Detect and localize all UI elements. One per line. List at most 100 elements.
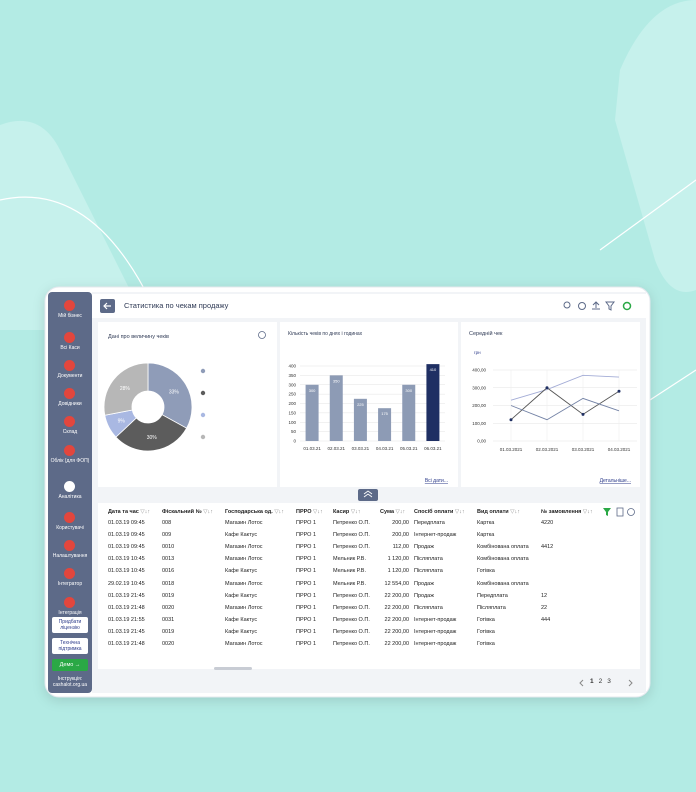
y-tick-label: 0,00 xyxy=(477,439,486,444)
table-cell: Магазин Лотос xyxy=(225,641,263,647)
table-cell: Магазин Лотос xyxy=(225,556,263,563)
table-cell: Продаж xyxy=(414,544,434,551)
demo-button[interactable]: Демо → xyxy=(52,659,88,671)
nav-icon xyxy=(64,568,75,579)
x-tick-label: 01.03.21 xyxy=(303,446,321,451)
table-cell: 0018 xyxy=(162,580,175,587)
x-tick-label: 03.03.2021 xyxy=(572,447,595,452)
table-cell: Готівка xyxy=(477,616,495,623)
table-cell: 0016 xyxy=(162,568,175,575)
table-cell: 01.03.19 10:45 xyxy=(108,568,145,575)
table-cell: Передплата xyxy=(477,592,508,599)
table-cell: ПРРО 1 xyxy=(296,616,317,623)
column-header[interactable]: Спосіб оплати ▽↓↑ xyxy=(414,509,465,515)
chart-title: Кількість чеків по днях і годинах xyxy=(288,331,363,337)
nav-item[interactable]: Документи xyxy=(57,373,83,379)
table-cell: Мельник Р.В. xyxy=(333,580,366,587)
y-tick-label: 300 xyxy=(288,382,296,387)
nav-item[interactable]: Налаштування xyxy=(52,553,88,559)
table-cell: Магазин Лотос xyxy=(225,544,263,551)
table-cell: ПРРО 1 xyxy=(296,532,317,539)
table-cell: Післяплата xyxy=(414,556,443,563)
nav-icon xyxy=(64,360,75,371)
y-tick-label: 150 xyxy=(288,410,296,415)
chart-title: Дані про величину чеків xyxy=(108,334,169,340)
nav-icon xyxy=(64,597,75,608)
sort-filter-icon: ▽↓↑ xyxy=(453,509,465,515)
sort-filter-icon: ▽↓↑ xyxy=(581,509,593,515)
nav-icon xyxy=(64,445,75,456)
table-cell: Готівка xyxy=(477,641,495,647)
x-tick-label: 04.03.2021 xyxy=(608,447,631,452)
bar-value: 300 xyxy=(309,388,316,393)
column-title: Дата та час xyxy=(108,509,139,515)
table-cell: Кафе Кактус xyxy=(225,616,258,623)
bar-value: 175 xyxy=(381,411,388,416)
table-cell: Післяплата xyxy=(477,604,506,611)
y-tick-label: 200,00 xyxy=(472,403,486,408)
x-tick-label: 02.03.2021 xyxy=(536,447,559,452)
table-cell: 4220 xyxy=(541,520,554,526)
guide-link[interactable]: Інструкція: cashalot.org.ua xyxy=(52,676,88,688)
table-cell: 01.03.19 21:55 xyxy=(108,616,145,623)
nav-item[interactable]: Довідники xyxy=(58,401,82,407)
column-header[interactable]: Фіскальний № ▽↓↑ xyxy=(162,509,213,515)
sidebar: Мій бізнес Всі Каси Документи Довідники Скла… xyxy=(48,292,92,693)
x-tick-label: 01.03.2021 xyxy=(500,447,523,452)
point xyxy=(545,386,549,390)
legend-swatch xyxy=(200,390,206,396)
y-tick-label: 400,00 xyxy=(472,368,486,373)
details-link: Всі дати... xyxy=(425,478,448,484)
table-cell: 200,00 xyxy=(392,520,409,526)
table-cell: 008 xyxy=(162,520,172,526)
x-tick-label: 02.03.21 xyxy=(327,446,345,451)
column-header[interactable]: № замовлення ▽↓↑ xyxy=(541,509,593,515)
sort-filter-icon: ▽↓↑ xyxy=(138,509,151,515)
table-cell: 1 120,00 xyxy=(387,568,409,575)
table-cell: 22 200,00 xyxy=(384,616,409,623)
column-header[interactable]: Господарська од. ▽↓↑ xyxy=(225,509,284,515)
table-cell: 0013 xyxy=(162,556,175,563)
table-cell: 22 200,00 xyxy=(384,628,409,635)
nav-item[interactable]: Всі Каси xyxy=(60,345,80,351)
table-cell: ПРРО 1 xyxy=(296,641,317,647)
nav-item[interactable]: Інтеграція xyxy=(58,610,82,616)
table-cell: ПРРО 1 xyxy=(296,544,317,551)
page-number[interactable]: 1 xyxy=(590,678,594,685)
nav-icon xyxy=(64,540,75,551)
table-cell: Кафе Кактус xyxy=(225,568,258,575)
table-cell: Петренко О.П. xyxy=(333,544,370,551)
bar-chart: Кількість чеків по днях і годинах 0 50 100 1… xyxy=(288,331,448,484)
column-header[interactable]: ПРРО ▽↓↑ xyxy=(296,509,323,515)
point xyxy=(581,412,585,416)
page-number[interactable]: 2 xyxy=(598,678,603,685)
table-cell: Інтернет-продаж xyxy=(414,641,457,647)
nav-item[interactable]: Користувачі xyxy=(56,525,84,531)
nav-item[interactable]: Облік (для ФОП) xyxy=(50,458,90,464)
nav-item[interactable]: Мій бізнес xyxy=(58,313,82,319)
pie-slice xyxy=(103,362,149,416)
column-header[interactable]: Касир ▽↓↑ xyxy=(333,509,361,515)
line-series xyxy=(510,397,620,421)
column-header[interactable]: Сума ▽↓↑ xyxy=(380,509,405,515)
table-cell: ПРРО 1 xyxy=(296,568,317,575)
slice-label: 33% xyxy=(169,390,180,396)
buy-button[interactable]: Придбати ліцензію xyxy=(52,617,88,633)
nav-item[interactable]: Склад xyxy=(62,429,78,435)
column-header[interactable]: Вид оплати ▽↓↑ xyxy=(477,509,520,515)
table-cell: Продаж xyxy=(414,580,434,587)
table-cell: Комбінована оплата xyxy=(477,580,529,587)
nav-item[interactable]: Інтегратор xyxy=(57,581,83,587)
table-cell: ПРРО 1 xyxy=(296,580,317,587)
legend-swatch xyxy=(200,434,206,440)
table-cell: Петренко О.П. xyxy=(333,520,370,526)
column-title: ПРРО xyxy=(296,509,312,515)
page-number[interactable]: 3 xyxy=(607,678,611,685)
legend-swatch xyxy=(200,368,206,374)
table-cell: Картка xyxy=(477,520,495,526)
bar-value: 300 xyxy=(405,388,412,393)
column-header[interactable]: Дата та час ▽↓↑ xyxy=(108,509,150,515)
table-cell: Магазин Лотос xyxy=(225,520,263,526)
support-button[interactable]: Технічна підтримка xyxy=(52,638,88,654)
nav-item[interactable]: Аналітика xyxy=(58,494,82,500)
